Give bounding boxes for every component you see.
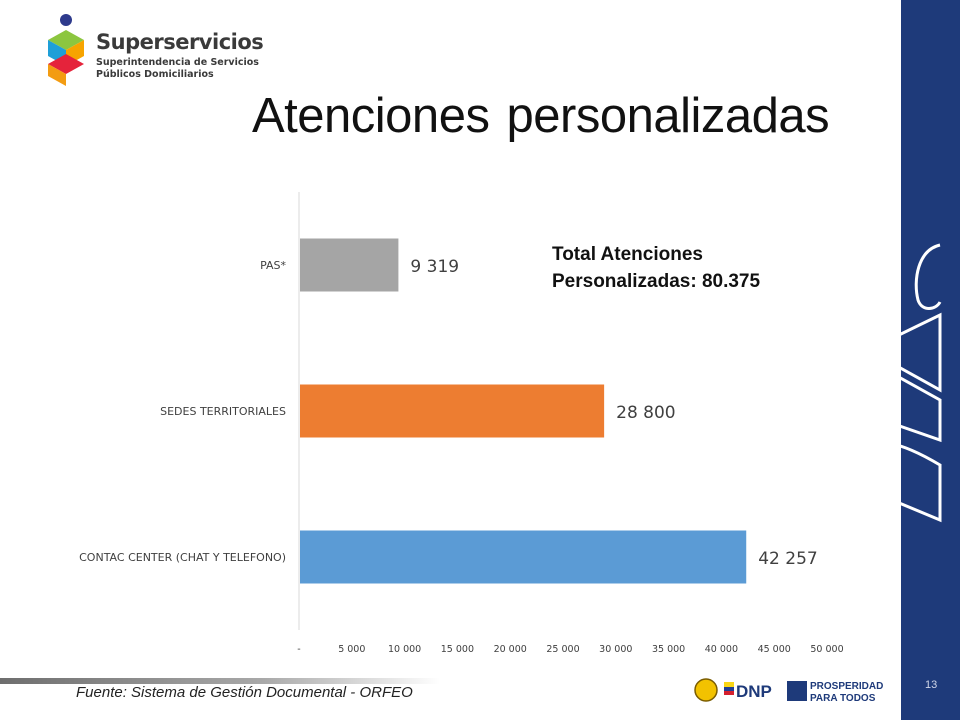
category-label: SEDES TERRITORIALES: [160, 405, 286, 418]
bar-chart: PAS* 9 319 SEDES TERRITORIALES 28 800 CONTAC…: [79, 192, 844, 655]
prosperidad-logo-line-2: PARA TODOS: [810, 693, 876, 704]
x-tick-label: 45 000: [758, 644, 791, 655]
colombia-seal-icon: [694, 678, 718, 702]
total-line-1: Total Atenciones: [552, 244, 703, 265]
x-tick-label: 40 000: [705, 644, 738, 655]
data-label: 28 800: [616, 403, 675, 423]
x-tick-label: 35 000: [652, 644, 685, 655]
dnp-logo: DNP: [736, 682, 772, 701]
bar: [300, 238, 399, 292]
source-note: Fuente: Sistema de Gestión Documental - …: [76, 684, 413, 701]
sidebar-band: [901, 0, 960, 720]
page-title: Atenciones personalizadas: [252, 89, 830, 143]
bar: [300, 530, 747, 584]
logo-name: Superservicios: [96, 30, 264, 54]
x-tick-label: 5 000: [338, 644, 365, 655]
x-tick-label: 50 000: [810, 644, 843, 655]
category-label: CONTAC CENTER (CHAT Y TELEFONO): [79, 551, 286, 564]
total-annotation: Total Atenciones Personalizadas: 80.375: [552, 241, 760, 295]
x-tick-label: 10 000: [388, 644, 421, 655]
superservicios-mark-icon: [48, 14, 84, 86]
decorative-shapes: [864, 243, 942, 523]
superservicios-logo: Superservicios Superintendencia de Servi…: [44, 14, 284, 88]
x-tick-label: -: [297, 644, 300, 655]
logo-subtitle-2: Públicos Domiciliarios: [96, 69, 214, 80]
category-label: PAS*: [260, 259, 286, 272]
footer-divider: [0, 678, 440, 684]
page-number: 13: [925, 679, 938, 691]
logo-subtitle-1: Superintendencia de Servicios: [96, 57, 259, 68]
x-tick-label: 15 000: [441, 644, 474, 655]
government-logos: DNP PROSPERIDAD PARA TODOS: [694, 678, 883, 704]
x-tick-label: 25 000: [546, 644, 579, 655]
x-tick-label: 20 000: [494, 644, 527, 655]
prosperidad-logo-line-1: PROSPERIDAD: [810, 681, 883, 692]
data-label: 9 319: [410, 257, 459, 277]
data-label: 42 257: [758, 549, 817, 569]
bar: [300, 384, 605, 438]
total-line-2: Personalizadas: 80.375: [552, 271, 761, 292]
x-tick-label: 30 000: [599, 644, 632, 655]
